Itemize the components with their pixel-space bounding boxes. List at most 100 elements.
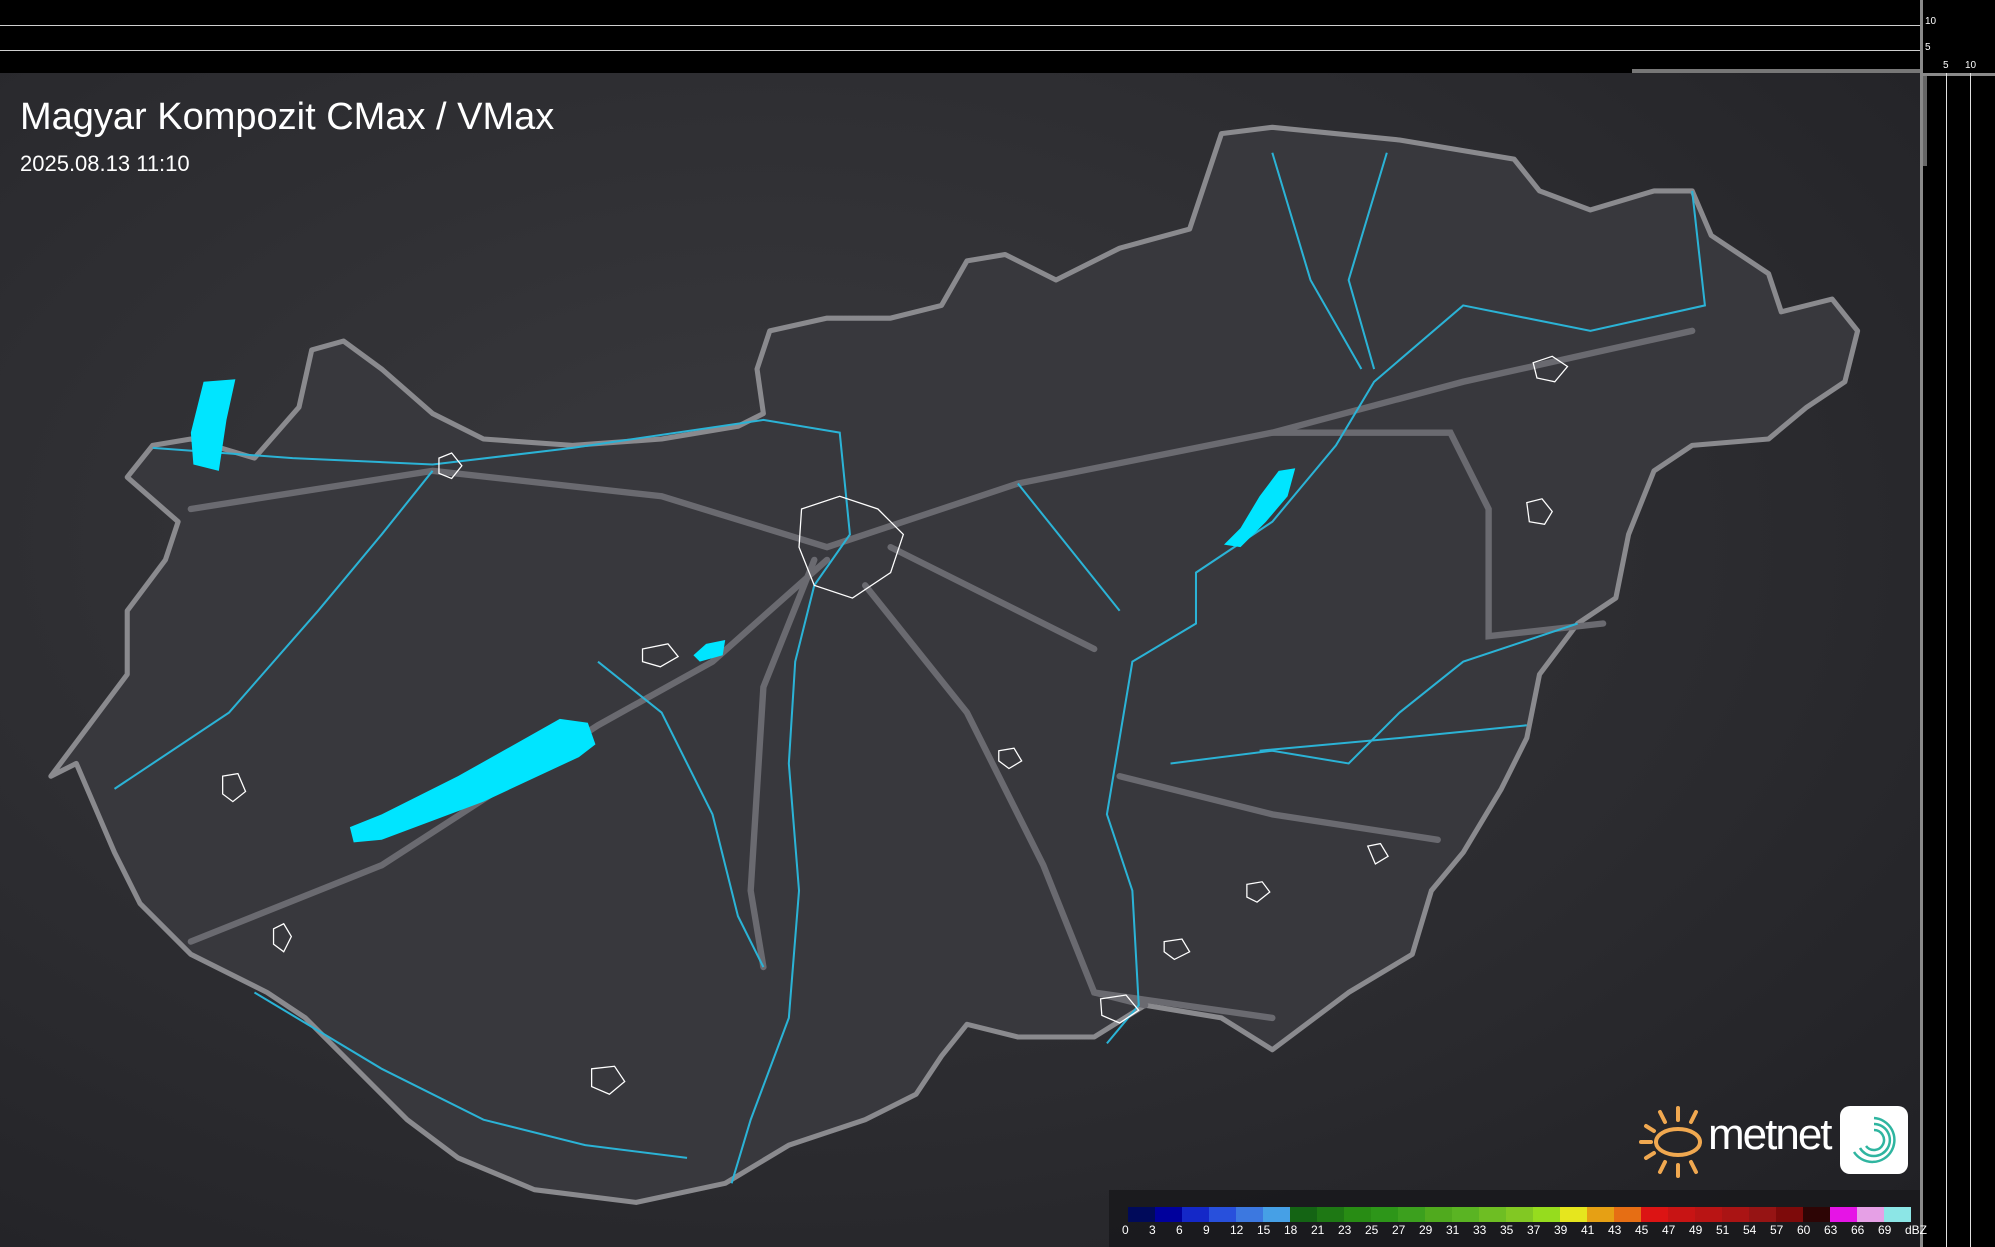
- legend-label: 15: [1257, 1223, 1271, 1237]
- legend-label: 18: [1284, 1223, 1298, 1237]
- legend-label: 29: [1419, 1223, 1433, 1237]
- legend-swatch: [1236, 1207, 1263, 1222]
- profile-axis-horizontal: [1920, 73, 1995, 76]
- map-timestamp: 2025.08.13 11:10: [20, 151, 190, 176]
- legend-label: 21: [1311, 1223, 1325, 1237]
- legend-swatch: [1722, 1207, 1749, 1222]
- legend-swatch: [1560, 1207, 1587, 1222]
- river-danube: [152, 418, 851, 1184]
- legend-label: 49: [1689, 1223, 1703, 1237]
- legend-label: 35: [1500, 1223, 1514, 1237]
- legend-label: 63: [1824, 1223, 1838, 1237]
- legend-label: 60: [1797, 1223, 1811, 1237]
- metnet-logo: metnet: [1638, 1104, 1910, 1178]
- lake-ferto: [190, 379, 236, 471]
- legend-swatch: [1776, 1207, 1803, 1222]
- legend-unit: dBZ: [1905, 1223, 1928, 1237]
- legend-label: 27: [1392, 1223, 1406, 1237]
- vertical-profile-side: [1920, 0, 1995, 1247]
- profile-gridline-10: [0, 25, 1920, 26]
- legend-swatch: [1209, 1207, 1236, 1222]
- legend-swatch: [1803, 1207, 1830, 1222]
- legend-swatch: [1749, 1207, 1776, 1222]
- legend-label: 47: [1662, 1223, 1676, 1237]
- lake-tisza: [1223, 468, 1296, 548]
- river-tisza: [1105, 190, 1707, 1045]
- legend-label: 69: [1878, 1223, 1892, 1237]
- legend-swatch: [1884, 1207, 1911, 1222]
- legend-label: 0: [1122, 1223, 1129, 1237]
- legend-swatch: [1695, 1207, 1722, 1222]
- legend-swatch: [1263, 1207, 1290, 1222]
- legend-label: 6: [1176, 1223, 1183, 1237]
- legend-swatch: [1344, 1207, 1371, 1222]
- legend-swatch: [1425, 1207, 1452, 1222]
- legend-swatch: [1587, 1207, 1614, 1222]
- profile-label-10: 10: [1925, 16, 1937, 27]
- legend-label: 37: [1527, 1223, 1541, 1237]
- vertical-profile-top: [0, 0, 1920, 73]
- river-koros: [1170, 622, 1579, 765]
- lakes: [190, 379, 1296, 843]
- profile-gridline-side-10: [1970, 73, 1971, 1247]
- city-outlines: [222, 355, 1569, 1095]
- profile-label-5: 5: [1925, 42, 1931, 53]
- legend-swatch: [1641, 1207, 1668, 1222]
- legend-swatch: [1128, 1207, 1155, 1222]
- river-raba: [113, 470, 434, 790]
- rivers: [113, 152, 1707, 1184]
- dbz-color-legend: 0 3 6 9 12 15 18 21 23 25 27 29 31 33 35 37 39 41 43 45 47 49…: [1109, 1190, 1927, 1247]
- swirl-logo-icon: [1840, 1106, 1908, 1174]
- legend-label: 12: [1230, 1223, 1244, 1237]
- sun-icon: [1639, 1106, 1702, 1178]
- legend-label: 9: [1203, 1223, 1210, 1237]
- legend-swatch: [1290, 1207, 1317, 1222]
- legend-label: 31: [1446, 1223, 1460, 1237]
- profile-echo-bar: [1632, 69, 1920, 73]
- river-zagyva: [1017, 482, 1121, 612]
- profile-gridline-5: [0, 50, 1920, 51]
- river-hernad: [1347, 152, 1388, 370]
- legend-label: 57: [1770, 1223, 1784, 1237]
- legend-swatch: [1533, 1207, 1560, 1222]
- profile-gridline-side-5: [1946, 73, 1947, 1247]
- river-sio: [597, 660, 765, 968]
- legend-label: 33: [1473, 1223, 1487, 1237]
- profile-echo-bar-side: [1923, 76, 1927, 166]
- legend-swatch: [1317, 1207, 1344, 1222]
- legend-label: 3: [1149, 1223, 1156, 1237]
- legend-label: 51: [1716, 1223, 1730, 1237]
- legend-swatch: [1506, 1207, 1533, 1222]
- legend-labels: 0 3 6 9 12 15 18 21 23 25 27 29 31 33 35 37 39 41 43 45 47 49…: [1122, 1223, 1932, 1237]
- legend-label: 25: [1365, 1223, 1379, 1237]
- legend-swatch: [1830, 1207, 1857, 1222]
- legend-swatch: [1614, 1207, 1641, 1222]
- profile-side-label-5: 5: [1943, 60, 1949, 71]
- legend-swatch: [1371, 1207, 1398, 1222]
- legend-swatch: [1857, 1207, 1884, 1222]
- river-maros: [1259, 724, 1527, 752]
- legend-label: 66: [1851, 1223, 1865, 1237]
- map-title: Magyar Kompozit CMax / VMax: [20, 96, 555, 138]
- legend-label: 43: [1608, 1223, 1622, 1237]
- lake-velence: [693, 640, 726, 662]
- profile-side-label-10: 10: [1965, 60, 1977, 71]
- legend-label: 39: [1554, 1223, 1568, 1237]
- hungary-territory: [48, 124, 1861, 1205]
- legend-swatch: [1182, 1207, 1209, 1222]
- legend-swatch: [1479, 1207, 1506, 1222]
- river-drava: [253, 991, 688, 1159]
- legend-label: 23: [1338, 1223, 1352, 1237]
- legend-swatch: [1155, 1207, 1182, 1222]
- legend-swatch: [1668, 1207, 1695, 1222]
- legend-label: 45: [1635, 1223, 1649, 1237]
- roads: [187, 327, 1696, 1022]
- legend-swatch: [1398, 1207, 1425, 1222]
- legend-label: 54: [1743, 1223, 1757, 1237]
- lake-balaton: [349, 718, 596, 843]
- legend-color-scale: [1128, 1207, 1911, 1222]
- radar-map[interactable]: [0, 73, 1920, 1247]
- city-budapest: [798, 495, 905, 599]
- river-sajo: [1271, 152, 1363, 370]
